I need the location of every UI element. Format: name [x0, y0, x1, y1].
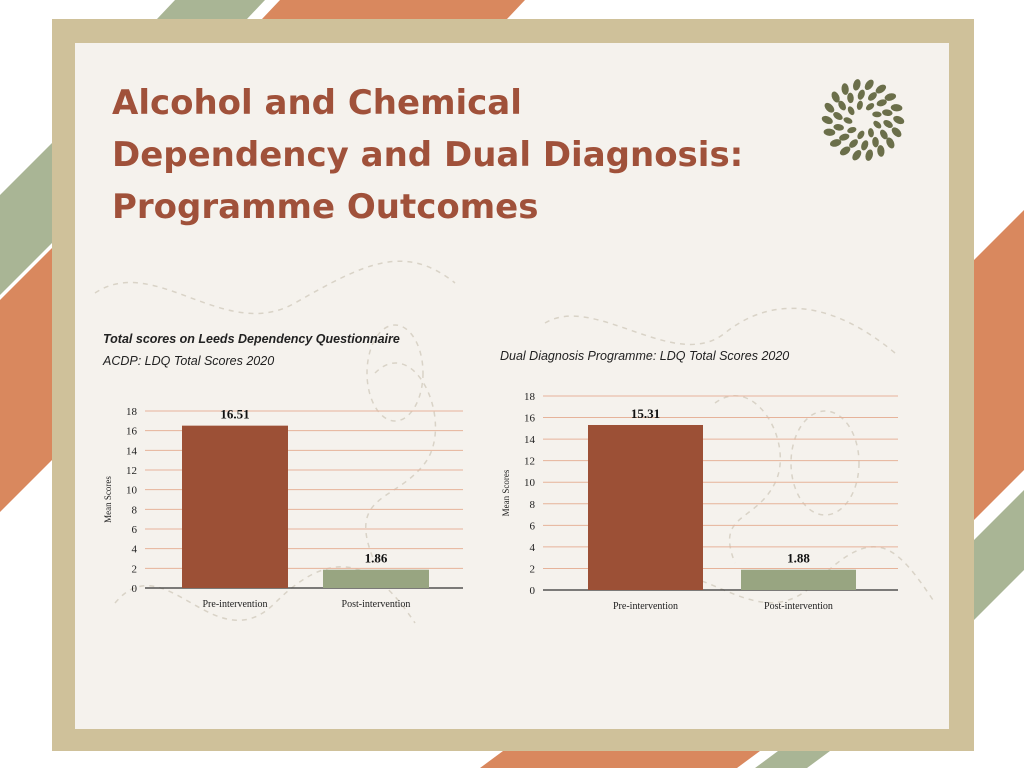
- y-tick-label: 12: [524, 456, 535, 468]
- y-tick-label: 12: [126, 465, 137, 477]
- logo-leaf: [865, 103, 875, 111]
- logo-leaf: [891, 127, 902, 138]
- y-tick-label: 8: [132, 504, 138, 516]
- logo-leaf: [849, 139, 858, 148]
- y-axis-label: Mean Scores: [501, 469, 511, 516]
- logo-leaf: [857, 89, 865, 100]
- logo-leaf: [847, 126, 857, 134]
- title-line-3: Programme Outcomes: [112, 187, 539, 227]
- logo-leaf: [861, 140, 869, 151]
- stripe-green-bottom: [755, 751, 830, 768]
- chart-1: 0 2 4 6 8 10 12 14 16 18 Mean Scores 16.51 Pre-inter…: [103, 406, 463, 610]
- stripe-orange-top: [262, 0, 525, 19]
- y-tick-label: 10: [524, 477, 536, 489]
- logo-leaf: [865, 149, 874, 161]
- y-tick-label: 18: [524, 391, 536, 403]
- y-tick-label: 6: [132, 524, 138, 536]
- logo-leaf: [839, 146, 851, 156]
- y-tick-label: 4: [132, 544, 138, 556]
- stripe-orange-right: [974, 210, 1024, 520]
- logo-leaf: [829, 139, 842, 147]
- logo-leaf: [847, 92, 854, 104]
- bar-pre-intervention: [588, 424, 703, 590]
- logo-leaf: [876, 99, 887, 107]
- logo-leaf: [864, 79, 874, 91]
- stripe-orange-left: [0, 248, 52, 512]
- data-label: 15.31: [631, 406, 660, 421]
- chart-2-title: Dual Diagnosis Programme: LDQ Total Scor…: [500, 349, 790, 363]
- logo-leaf: [875, 84, 887, 94]
- logo-leaf: [841, 83, 849, 95]
- leaf-wreath-icon: [821, 79, 905, 161]
- y-tick-label: 14: [524, 434, 536, 446]
- logo-leaf: [831, 91, 840, 103]
- page-title: Alcohol and Chemical Dependency and Dual…: [112, 77, 812, 233]
- logo-leaf: [884, 93, 897, 101]
- y-tick-label: 4: [530, 542, 536, 554]
- y-tick-label: 2: [132, 563, 138, 575]
- logo-leaf: [843, 117, 853, 124]
- logo-leaf: [833, 112, 843, 121]
- logo-leaf: [852, 149, 862, 161]
- logo-leaf: [893, 115, 905, 125]
- y-tick-label: 0: [132, 583, 138, 595]
- x-tick-label: Post-intervention: [342, 599, 411, 610]
- bar-post-intervention: [741, 569, 856, 590]
- logo-leaf: [856, 100, 863, 110]
- stripe-green-top: [157, 0, 265, 19]
- title-line-2: Dependency and Dual Diagnosis:: [112, 135, 744, 175]
- chart-2: 0 2 4 6 8 10 12 14 16 18 Mean Scores 15.31 Pre-inter…: [501, 391, 898, 612]
- data-label: 1.88: [787, 551, 810, 566]
- logo-leaf: [868, 92, 877, 101]
- logo-leaf: [883, 119, 893, 128]
- logo-leaf: [833, 123, 844, 131]
- chart-1-title: ACDP: LDQ Total Scores 2020: [103, 354, 275, 368]
- logo-leaf: [839, 133, 850, 141]
- y-tick-label: 16: [126, 426, 138, 438]
- y-axis-label: Mean Scores: [103, 476, 113, 523]
- logo-leaf: [873, 120, 882, 129]
- logo-leaf: [872, 136, 879, 148]
- logo-leaf: [838, 100, 847, 111]
- y-tick-label: 16: [524, 413, 536, 425]
- y-tick-label: 6: [530, 520, 536, 532]
- y-tick-label: 2: [530, 563, 536, 575]
- logo-leaf: [823, 128, 836, 136]
- logo-leaf: [821, 115, 833, 125]
- logo-leaf: [868, 128, 874, 138]
- y-tick-label: 8: [530, 499, 536, 511]
- logo-leaf: [852, 79, 861, 91]
- chart-1-heading: Total scores on Leeds Dependency Questio…: [103, 332, 400, 346]
- logo-leaf: [890, 104, 903, 112]
- logo-leaf: [882, 109, 893, 117]
- y-tick-label: 10: [126, 485, 138, 497]
- stripe-green-right: [974, 490, 1024, 620]
- y-tick-label: 14: [126, 445, 138, 457]
- logo-leaf: [879, 129, 888, 140]
- bar-pre-intervention: [182, 425, 288, 588]
- logo-leaf: [824, 102, 835, 113]
- data-label: 16.51: [220, 407, 249, 422]
- stripe-green-left: [0, 143, 52, 295]
- y-tick-label: 18: [126, 406, 138, 418]
- logo-leaf: [872, 111, 882, 118]
- bar-post-intervention: [323, 569, 429, 588]
- x-tick-label: Post-intervention: [764, 601, 833, 612]
- logo-leaf: [847, 106, 855, 116]
- y-tick-label: 0: [530, 585, 536, 597]
- logo-leaf: [886, 137, 895, 149]
- logo-leaf: [857, 130, 865, 140]
- slide-card: Alcohol and Chemical Dependency and Dual…: [75, 43, 949, 729]
- x-tick-label: Pre-intervention: [613, 601, 678, 612]
- stripe-orange-bottom: [480, 751, 760, 768]
- logo-leaf: [877, 145, 885, 157]
- x-tick-label: Pre-intervention: [203, 599, 268, 610]
- data-label: 1.86: [365, 551, 388, 566]
- title-line-1: Alcohol and Chemical: [112, 83, 522, 123]
